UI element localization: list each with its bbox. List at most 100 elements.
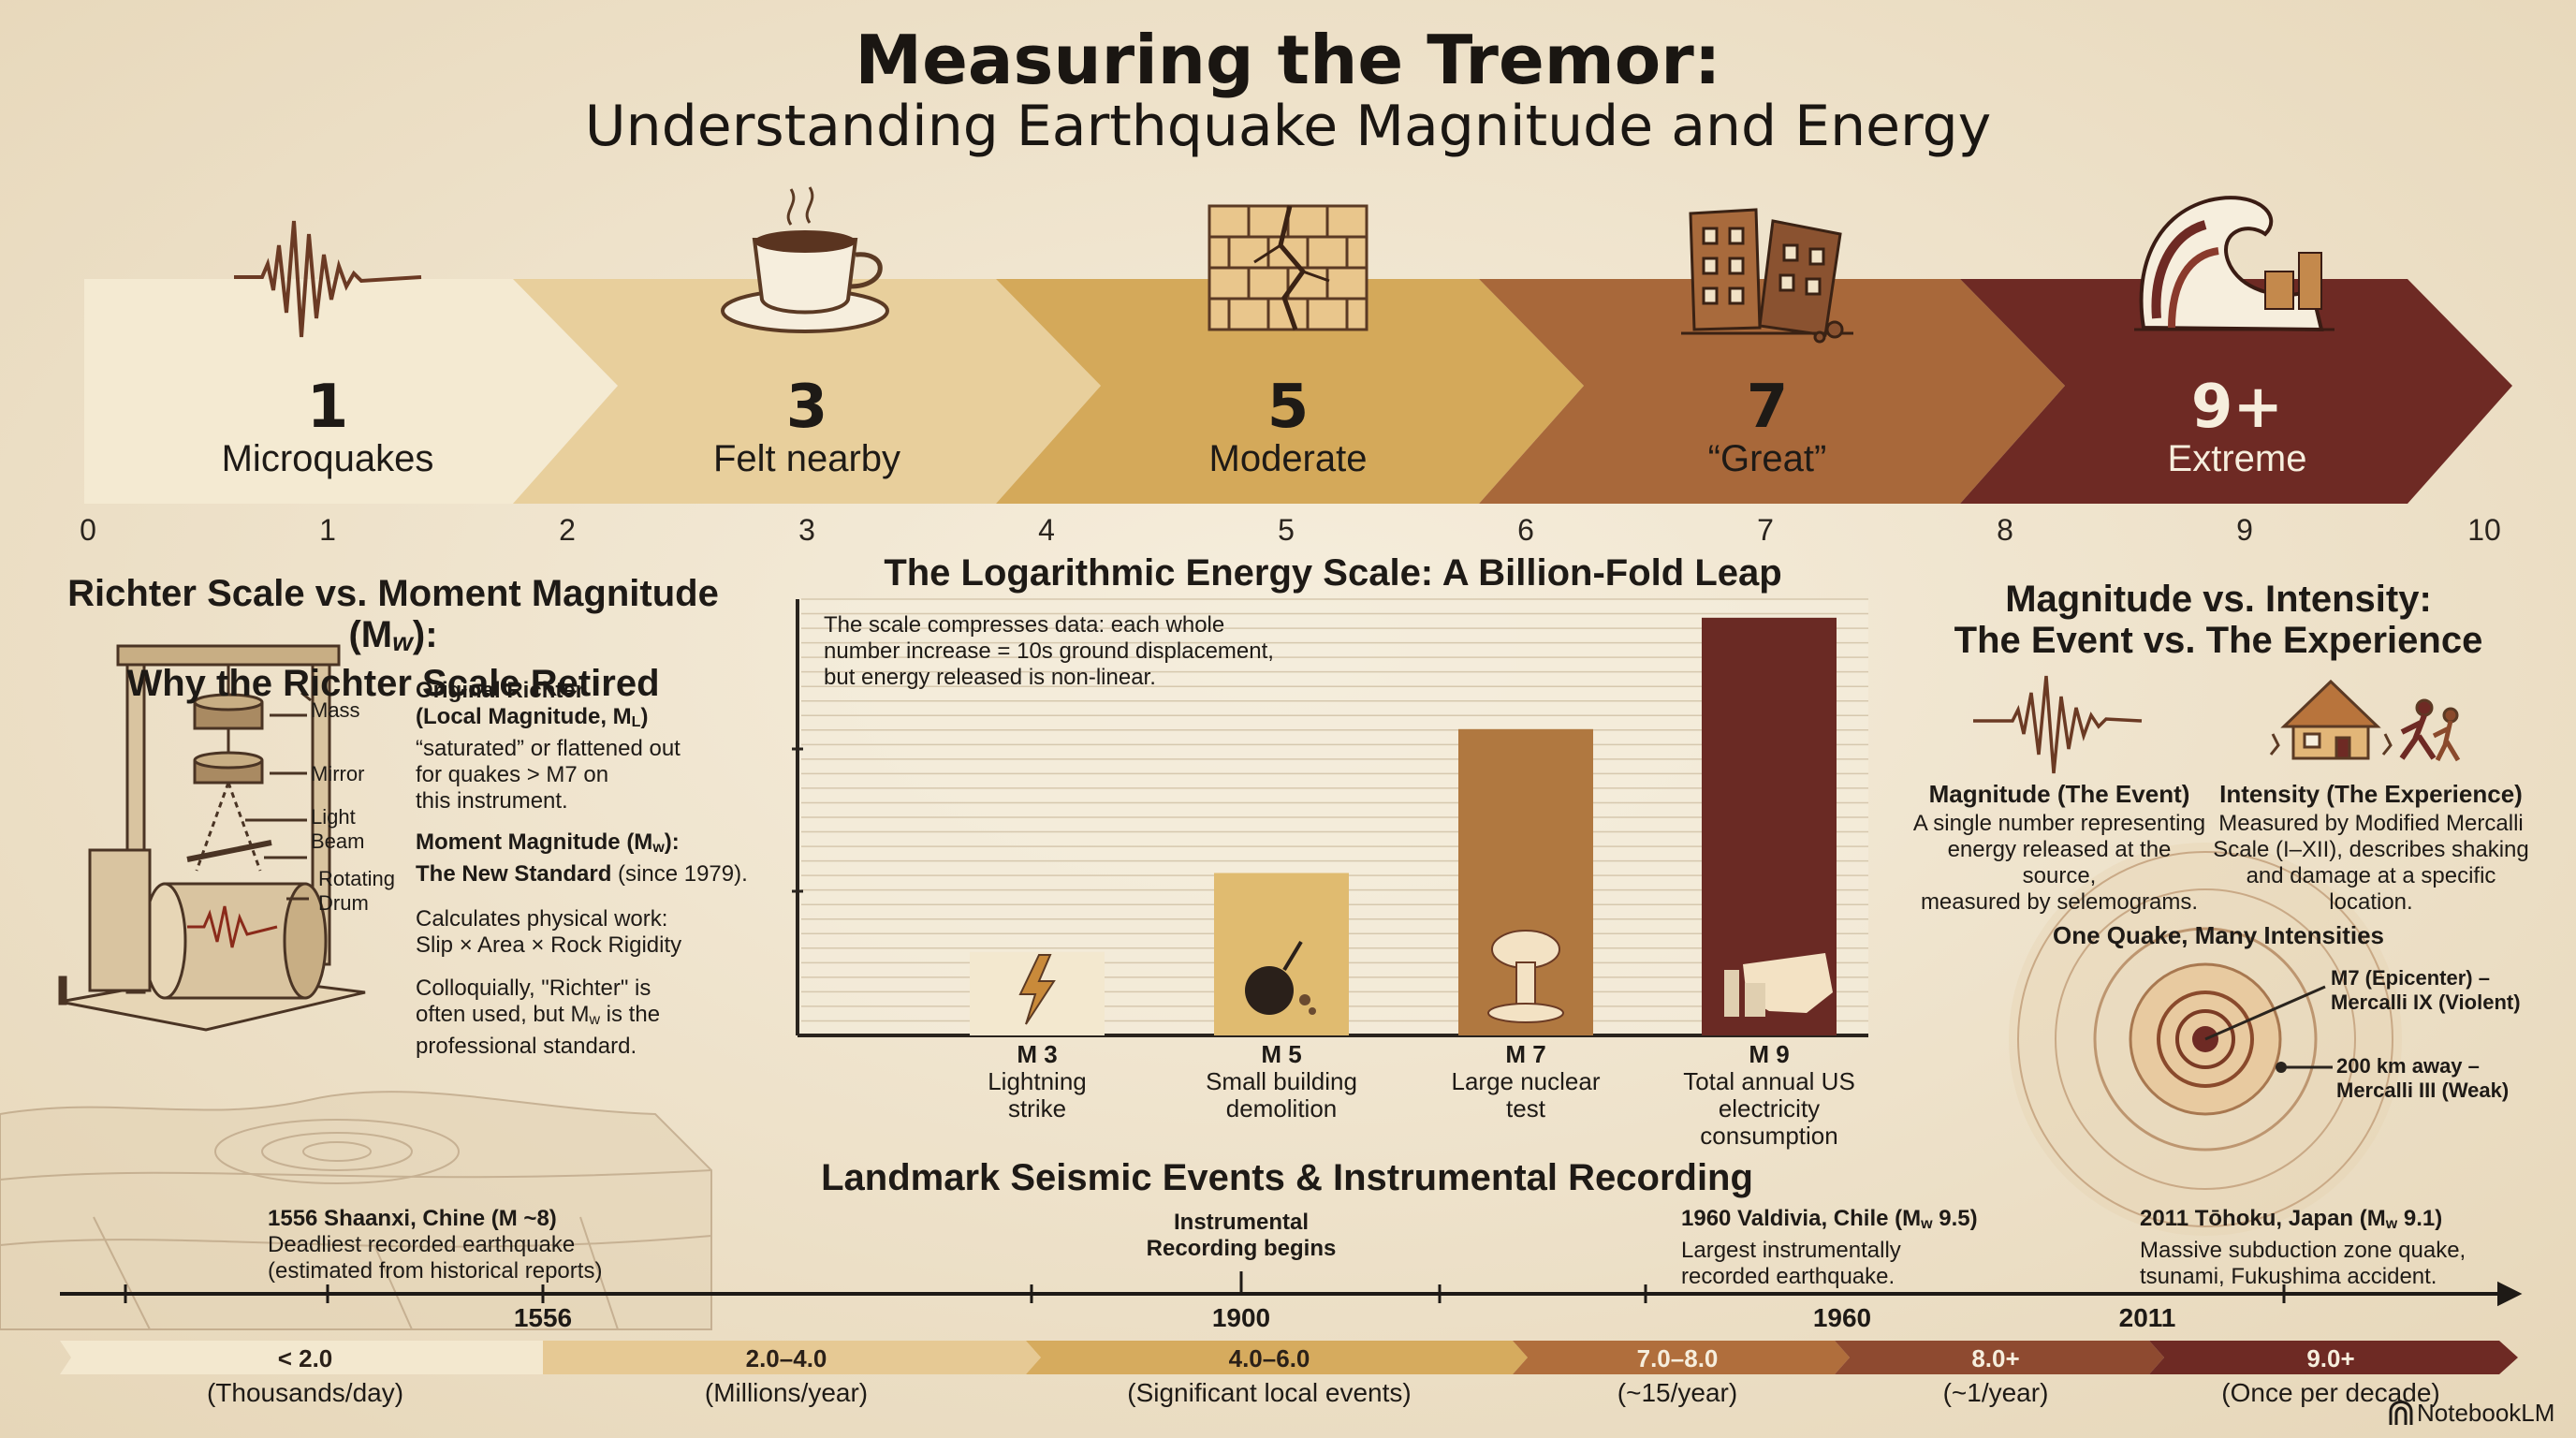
freq-range-1: < 2.0 xyxy=(277,1344,333,1372)
label-drum: Drum xyxy=(318,891,369,915)
brand-label: NotebookLM xyxy=(2417,1399,2555,1427)
mushroom-cloud-icon xyxy=(1487,930,1564,1023)
freq-count-1: (Thousands/day) xyxy=(206,1378,404,1407)
power-plant-map-icon xyxy=(1724,953,1833,1017)
scale-tick: 4 xyxy=(1038,513,1055,547)
seismic-wave-icon xyxy=(234,220,422,338)
epicenter-label: M7 (Epicenter) – Mercalli IX (Violent) xyxy=(2331,966,2521,1014)
freq-range-6: 9.0+ xyxy=(2306,1344,2355,1372)
colloquial-text: Colloquially, "Richter" is often used, b… xyxy=(416,976,661,1059)
freq-range-5: 8.0+ xyxy=(1971,1344,2020,1372)
stage-1-label: Microquakes xyxy=(221,438,434,479)
richter-section-title: Richter Scale vs. Moment Magnitude (Mw):… xyxy=(67,573,719,704)
year-2011: 2011 xyxy=(2118,1303,2176,1332)
freq-range-3: 4.0–6.0 xyxy=(1228,1344,1310,1372)
bar-description: demolition xyxy=(1225,1094,1338,1123)
event-tohoku: 2011 Tōhoku, Japan (Mw 9.1) Massive subd… xyxy=(2140,1206,2466,1289)
label-mirror: Mirror xyxy=(311,762,365,785)
event-instrumental-recording: Instrumental Recording begins xyxy=(1146,1210,1337,1261)
page-title: Measuring the Tremor: xyxy=(855,21,1721,99)
stage-2-label: Felt nearby xyxy=(712,438,901,479)
freq-range-4: 7.0–8.0 xyxy=(1636,1344,1719,1372)
year-1960: 1960 xyxy=(1812,1303,1872,1332)
label-beam: Beam xyxy=(311,829,365,853)
bar-description: Total annual US xyxy=(1683,1067,1855,1095)
scale-tick: 2 xyxy=(559,513,576,547)
event-shaanxi: 1556 Shaanxi, Chine (M ~8) Deadliest rec… xyxy=(268,1206,603,1284)
bar-label: M 3 Lightning strike xyxy=(920,1041,1154,1123)
collapsing-buildings-icon xyxy=(1681,208,1853,344)
magnitude-event-text: Magnitude (The Event) A single number re… xyxy=(1912,780,2206,915)
year-1556: 1556 xyxy=(513,1303,573,1332)
terrain-illustration xyxy=(0,1091,712,1330)
magnitude-stage-arrows xyxy=(84,279,2512,504)
scale-tick: 8 xyxy=(1997,513,2013,547)
label-light: Light xyxy=(311,805,356,829)
stage-2-number: 3 xyxy=(785,373,828,442)
intensity-section-title: Magnitude vs. Intensity: The Event vs. T… xyxy=(1954,579,2483,661)
tsunami-wave-icon xyxy=(2134,196,2334,332)
stage-4-label: “Great” xyxy=(1707,438,1827,479)
bar-description: strike xyxy=(1007,1094,1067,1123)
moment-magnitude-text: Moment Magnitude (Mw): The New Standard … xyxy=(416,829,748,887)
scale-tick: 6 xyxy=(1517,513,1534,547)
freq-count-3: (Significant local events) xyxy=(1127,1378,1412,1407)
bar-label: M 5 Small building demolition xyxy=(1164,1041,1398,1123)
scale-tick: 10 xyxy=(2467,513,2501,547)
intensity-rings xyxy=(2009,843,2402,1236)
notebooklm-logo-icon xyxy=(2389,1401,2413,1425)
stage-3-label: Moderate xyxy=(1208,438,1368,479)
stage-5-label: Extreme xyxy=(2167,438,2307,479)
bar-description: Lightning xyxy=(988,1067,1087,1095)
scale-tick: 9 xyxy=(2236,513,2253,547)
bar-category: M 7 xyxy=(1505,1040,1546,1068)
freq-range-2: 2.0–4.0 xyxy=(745,1344,827,1372)
freq-count-4: (~15/year) xyxy=(1617,1378,1738,1407)
stage-1-number: 1 xyxy=(306,373,349,442)
scale-tick: 0 xyxy=(80,513,96,547)
house-person-icon xyxy=(2269,679,2461,762)
scale-tick: 7 xyxy=(1757,513,1774,547)
bar-description: Small building xyxy=(1206,1067,1357,1095)
lightning-icon xyxy=(1018,954,1056,1025)
year-1900: 1900 xyxy=(1211,1303,1271,1332)
bar-category: M 3 xyxy=(1017,1040,1058,1068)
freq-count-5: (~1/year) xyxy=(1942,1378,2049,1407)
timeline-title: Landmark Seismic Events & Instrumental R… xyxy=(821,1157,1753,1198)
stage-4-number: 7 xyxy=(1746,373,1789,442)
freq-count-6: (Once per decade) xyxy=(2221,1378,2440,1407)
scale-tick: 5 xyxy=(1278,513,1295,547)
one-quake-title: One Quake, Many Intensities xyxy=(2053,921,2384,949)
intensity-experience-text: Intensity (The Experience) Measured by M… xyxy=(2213,780,2529,915)
cracked-wall-icon xyxy=(1208,204,1368,331)
stage-3-number: 5 xyxy=(1266,373,1310,442)
original-richter-text: Original Richter (Local Magnitude, ML) “… xyxy=(416,678,681,814)
freq-count-2: (Millions/year) xyxy=(704,1378,869,1407)
label-mass: Mass xyxy=(311,698,360,722)
energy-chart-title: The Logarithmic Energy Scale: A Billion-… xyxy=(884,552,1782,594)
seismograph-illustration xyxy=(58,644,366,1032)
distance-label: 200 km away – Mercalli III (Weak) xyxy=(2336,1054,2510,1102)
bar-category: M 9 xyxy=(1749,1040,1790,1068)
page-subtitle: Understanding Earthquake Magnitude and E… xyxy=(584,94,1992,159)
bar-label: M 7 Large nuclear test xyxy=(1409,1041,1643,1123)
frequency-ribbon xyxy=(60,1341,2518,1374)
coffee-cup-icon xyxy=(721,186,889,333)
event-valdivia: 1960 Valdivia, Chile (Mw 9.5) Largest in… xyxy=(1681,1206,1978,1289)
bar-description: electricity consumption xyxy=(1700,1094,1838,1150)
bar-label: M 9 Total annual US electricity consumptio… xyxy=(1652,1041,1886,1150)
magnitude-wave-icon xyxy=(1973,675,2143,774)
energy-chart-note: The scale compresses data: each whole nu… xyxy=(824,612,1274,690)
wrecking-ball-icon xyxy=(1245,940,1316,1015)
scale-tick: 1 xyxy=(319,513,336,547)
bar-category: M 5 xyxy=(1261,1040,1302,1068)
label-rotating: Rotating xyxy=(318,867,395,890)
timeline-axis xyxy=(60,1271,2523,1307)
stage-5-number: 9+ xyxy=(2190,373,2284,442)
energy-chart-frame xyxy=(792,598,1868,1037)
bar-description: test xyxy=(1506,1094,1545,1123)
calculation-text: Calculates physical work: Slip × Area × … xyxy=(416,906,682,958)
scale-tick: 3 xyxy=(798,513,815,547)
bar-description: Large nuclear xyxy=(1451,1067,1601,1095)
